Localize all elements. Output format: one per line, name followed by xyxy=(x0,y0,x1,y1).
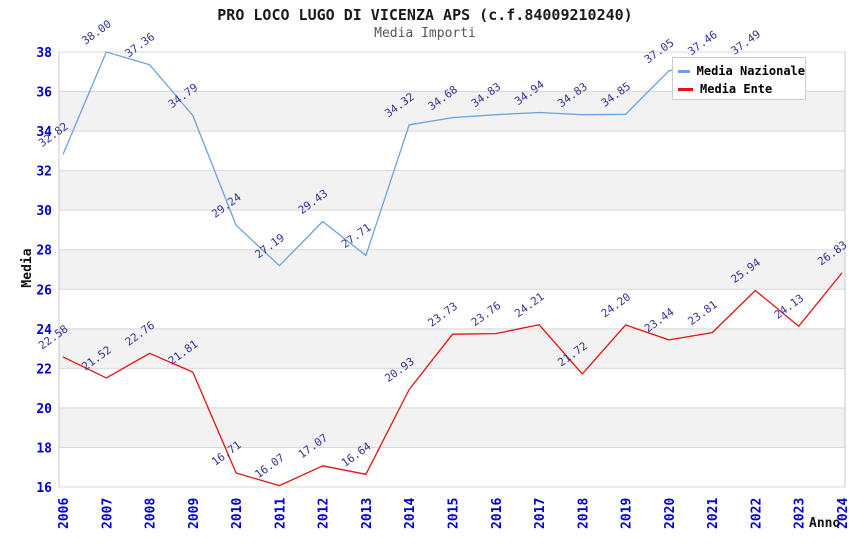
y-tick-label: 24 xyxy=(36,323,52,338)
x-tick-label: 2010 xyxy=(230,498,245,529)
x-tick-label: 2015 xyxy=(447,498,462,529)
legend-swatch-red-icon xyxy=(678,87,693,91)
plot-band xyxy=(59,289,845,329)
x-tick-label: 2016 xyxy=(490,498,505,529)
chart-title: PRO LOCO LUGO DI VICENZA APS (c.f.840092… xyxy=(217,6,633,24)
y-tick-label: 28 xyxy=(36,244,52,259)
plot-band xyxy=(59,407,845,448)
x-tick-label: 2018 xyxy=(576,498,591,529)
plot-band xyxy=(59,170,845,211)
x-tick-label: 2020 xyxy=(663,498,678,529)
x-tick-label: 2022 xyxy=(749,498,764,529)
chart-subtitle: Media Importi xyxy=(374,26,476,41)
point-label: 38.00 xyxy=(79,17,113,47)
legend-entry-media-nazionale: Media Nazionale xyxy=(678,62,805,80)
x-tick-label: 2017 xyxy=(533,498,548,529)
x-tick-label: 2023 xyxy=(793,498,808,529)
x-axis-title: Anno xyxy=(809,516,841,531)
x-tick-label: 2012 xyxy=(317,498,332,529)
legend-label: Media Ente xyxy=(700,82,773,96)
plot-band xyxy=(59,210,845,250)
plot-band xyxy=(59,368,845,408)
plot-band xyxy=(59,131,845,171)
y-tick-label: 38 xyxy=(36,46,52,61)
y-tick-label: 20 xyxy=(36,402,52,417)
x-tick-label: 2013 xyxy=(360,498,375,529)
series-line-media-ente xyxy=(62,272,843,487)
legend-box: Media Nazionale Media Ente xyxy=(672,57,806,100)
x-tick-label: 2006 xyxy=(57,498,72,529)
y-tick-label: 36 xyxy=(36,86,52,101)
legend-label: Media Nazionale xyxy=(696,64,805,78)
x-tick-label: 2014 xyxy=(403,498,418,529)
x-tick-label: 2009 xyxy=(187,498,202,529)
x-tick-label: 2019 xyxy=(620,498,635,529)
legend-entry-media-ente: Media Ente xyxy=(678,80,805,98)
x-tick-label: 2021 xyxy=(706,498,721,529)
x-tick-label: 2007 xyxy=(100,498,115,529)
y-tick-label: 32 xyxy=(36,165,52,180)
y-tick-label: 26 xyxy=(36,283,52,298)
plot-band xyxy=(59,447,845,487)
x-tick-label: 2008 xyxy=(144,498,159,529)
y-tick-label: 34 xyxy=(36,125,52,140)
y-tick-label: 30 xyxy=(36,204,52,219)
legend-swatch-blue-icon xyxy=(678,69,690,73)
y-tick-label: 18 xyxy=(36,441,52,456)
x-tick-label: 2024 xyxy=(836,498,850,529)
series-line-media-nazionale xyxy=(62,51,756,267)
x-tick-label: 2011 xyxy=(273,498,288,529)
y-tick-label: 22 xyxy=(36,362,52,377)
y-tick-label: 16 xyxy=(36,481,52,496)
plot-band xyxy=(59,249,845,290)
